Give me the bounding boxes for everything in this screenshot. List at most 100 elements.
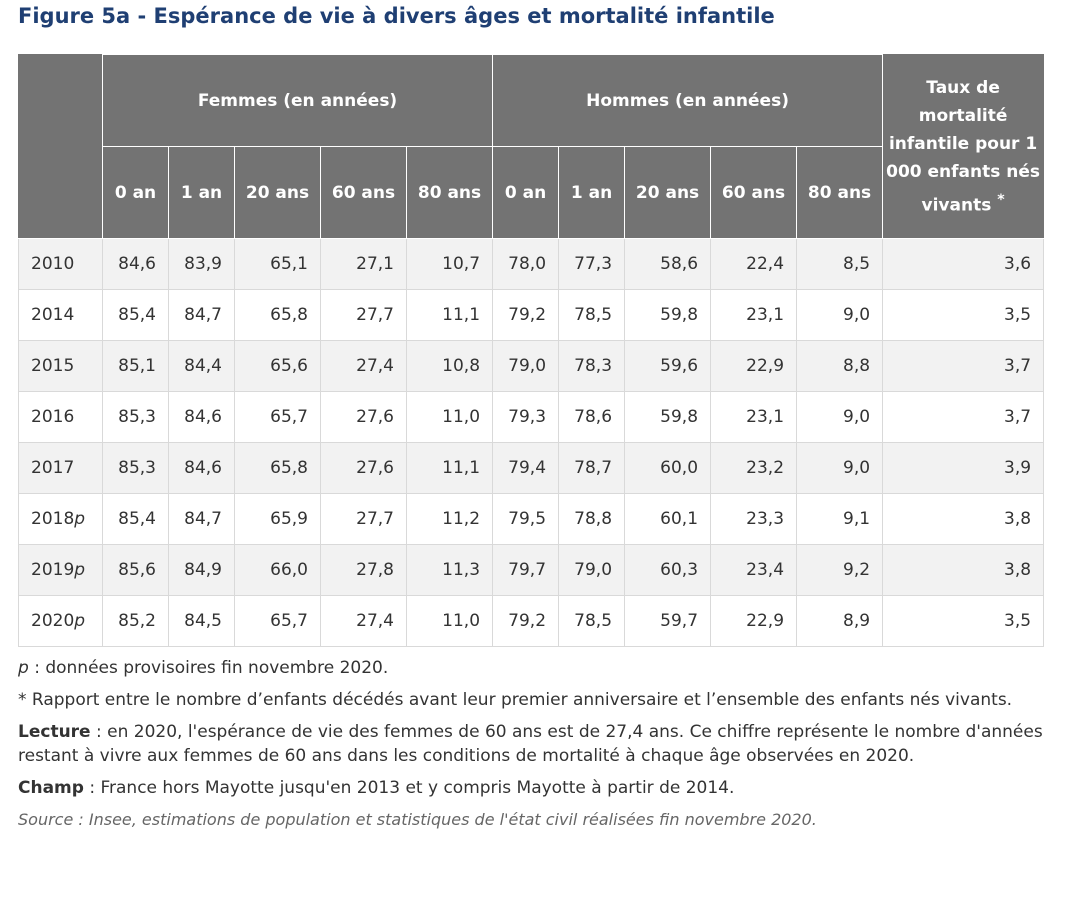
value-cell: 78,8	[558, 493, 626, 545]
value-cell: 65,6	[234, 340, 321, 392]
value-cell: 79,2	[492, 595, 560, 647]
year-value: 2016	[31, 407, 75, 427]
value-cell: 11,1	[405, 442, 494, 494]
value-cell: 78,5	[558, 289, 626, 341]
table-body: 2010 84,6 83,9 65,1 27,1 10,7 78,0 77,3 58,6 22,4…	[18, 238, 1045, 647]
value-cell: 65,8	[234, 442, 321, 494]
year-cell: 2019p	[18, 544, 103, 596]
value-cell: 77,3	[558, 238, 626, 290]
value-cell: 84,5	[168, 595, 235, 647]
year-provisional-marker: p	[74, 560, 86, 580]
age-header-row: 0 an 1 an 20 ans 60 ans 80 ans 0 an 1 an 20 ans…	[19, 146, 1044, 239]
value-cell: 84,9	[168, 544, 235, 596]
value-cell: 84,7	[168, 289, 235, 341]
value-cell: 84,6	[102, 238, 169, 290]
value-cell: 85,3	[102, 442, 169, 494]
corner-header	[18, 54, 103, 239]
year-value: 2014	[31, 305, 75, 325]
value-cell: 65,8	[234, 289, 321, 341]
value-cell: 65,1	[234, 238, 321, 290]
year-cell: 2017	[18, 442, 103, 494]
value-cell: 85,6	[102, 544, 169, 596]
value-cell: 27,6	[320, 391, 407, 443]
lecture-label: Lecture	[18, 722, 91, 742]
value-cell: 9,0	[796, 442, 884, 494]
value-cell: 3,5	[882, 595, 1045, 647]
value-cell: 9,1	[796, 493, 884, 545]
value-cell: 23,1	[710, 289, 798, 341]
value-cell: 85,4	[102, 289, 169, 341]
hommes-group-header: Hommes (en années)	[492, 54, 884, 147]
value-cell: 59,8	[624, 289, 712, 341]
value-cell: 10,7	[405, 238, 494, 290]
life-expectancy-table: Femmes (en années) Hommes (en années) Ta…	[18, 54, 1045, 647]
age-column-header: 60 ans	[710, 146, 798, 239]
value-cell: 23,3	[710, 493, 798, 545]
age-column-header: 1 an	[558, 146, 626, 239]
note-p-marker: p	[18, 658, 29, 678]
age-column-header: 20 ans	[234, 146, 321, 239]
notes: p : données provisoires fin novembre 202…	[18, 656, 1048, 840]
value-cell: 3,7	[882, 391, 1045, 443]
year-cell: 2014	[18, 289, 103, 341]
taux-header-label: Taux de mortalité infantile pour 1 000 e…	[886, 77, 1041, 216]
note-provisional: p : données provisoires fin novembre 202…	[18, 656, 1048, 680]
value-cell: 22,9	[710, 595, 798, 647]
year-cell: 2020p	[18, 595, 103, 647]
value-cell: 85,2	[102, 595, 169, 647]
value-cell: 8,8	[796, 340, 884, 392]
value-cell: 78,0	[492, 238, 560, 290]
taux-mortalite-header: Taux de mortalité infantile pour 1 000 e…	[882, 54, 1045, 239]
value-cell: 3,8	[882, 544, 1045, 596]
note-lecture: Lecture : en 2020, l'espérance de vie de…	[18, 720, 1048, 768]
value-cell: 84,6	[168, 391, 235, 443]
value-cell: 27,4	[320, 595, 407, 647]
value-cell: 79,0	[492, 340, 560, 392]
value-cell: 8,5	[796, 238, 884, 290]
value-cell: 78,6	[558, 391, 626, 443]
value-cell: 11,1	[405, 289, 494, 341]
year-cell: 2010	[18, 238, 103, 290]
taux-header-marker: *	[997, 191, 1005, 208]
value-cell: 84,4	[168, 340, 235, 392]
value-cell: 27,8	[320, 544, 407, 596]
table-row: 2020p 85,2 84,5 65,7 27,4 11,0 79,2 78,5 59,7 22,…	[18, 595, 1045, 647]
value-cell: 22,4	[710, 238, 798, 290]
value-cell: 22,9	[710, 340, 798, 392]
value-cell: 78,7	[558, 442, 626, 494]
value-cell: 65,9	[234, 493, 321, 545]
age-column-header: 80 ans	[796, 146, 884, 239]
age-column-header: 20 ans	[624, 146, 712, 239]
year-cell: 2015	[18, 340, 103, 392]
value-cell: 85,3	[102, 391, 169, 443]
value-cell: 85,4	[102, 493, 169, 545]
table-row: 2014 85,4 84,7 65,8 27,7 11,1 79,2 78,5 59,8 23,1…	[18, 289, 1045, 341]
champ-text: : France hors Mayotte jusqu'en 2013 et y…	[83, 778, 735, 798]
note-p-text: : données provisoires fin novembre 2020.	[28, 658, 389, 678]
value-cell: 11,2	[405, 493, 494, 545]
value-cell: 79,0	[558, 544, 626, 596]
value-cell: 59,6	[624, 340, 712, 392]
year-value: 2018	[31, 509, 75, 529]
table-row: 2017 85,3 84,6 65,8 27,6 11,1 79,4 78,7 60,0 23,2…	[18, 442, 1045, 494]
lecture-text: : en 2020, l'espérance de vie des femmes…	[18, 722, 1043, 766]
year-cell: 2016	[18, 391, 103, 443]
value-cell: 9,0	[796, 289, 884, 341]
value-cell: 79,2	[492, 289, 560, 341]
value-cell: 65,7	[234, 595, 321, 647]
value-cell: 11,0	[405, 391, 494, 443]
value-cell: 79,3	[492, 391, 560, 443]
value-cell: 79,5	[492, 493, 560, 545]
table-row: 2018p 85,4 84,7 65,9 27,7 11,2 79,5 78,8 60,1 23,…	[18, 493, 1045, 545]
value-cell: 59,8	[624, 391, 712, 443]
value-cell: 59,7	[624, 595, 712, 647]
value-cell: 65,7	[234, 391, 321, 443]
age-column-header: 0 an	[102, 146, 169, 239]
year-provisional-marker: p	[74, 509, 86, 529]
value-cell: 60,3	[624, 544, 712, 596]
value-cell: 85,1	[102, 340, 169, 392]
page-title: Figure 5a - Espérance de vie à divers âg…	[18, 4, 775, 28]
year-value: 2017	[31, 458, 75, 478]
value-cell: 27,7	[320, 289, 407, 341]
